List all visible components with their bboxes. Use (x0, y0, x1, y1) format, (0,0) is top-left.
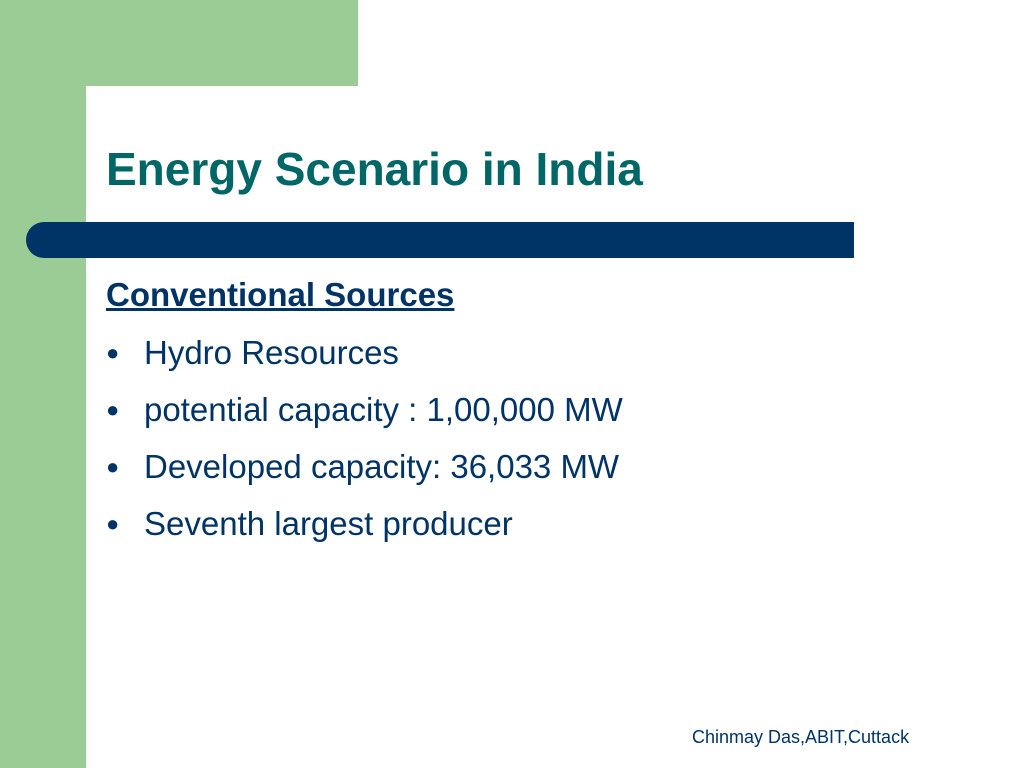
top-band (0, 0, 358, 86)
title-rule (26, 222, 854, 258)
heading: Conventional Sources (106, 276, 455, 313)
bullet: Seventh largest producer (106, 503, 623, 560)
side-band (0, 0, 86, 768)
footer: Chinmay Das,ABIT,Cuttack (692, 727, 910, 747)
title: Energy Scenario in India (106, 143, 643, 195)
bullet: Developed capacity: 36,033 MW (106, 446, 623, 503)
bullet-list: Hydro Resources potential capacity : 1,0… (106, 332, 623, 560)
bullet: potential capacity : 1,00,000 MW (106, 389, 623, 446)
bullet: Hydro Resources (106, 332, 623, 389)
corner (86, 86, 126, 126)
